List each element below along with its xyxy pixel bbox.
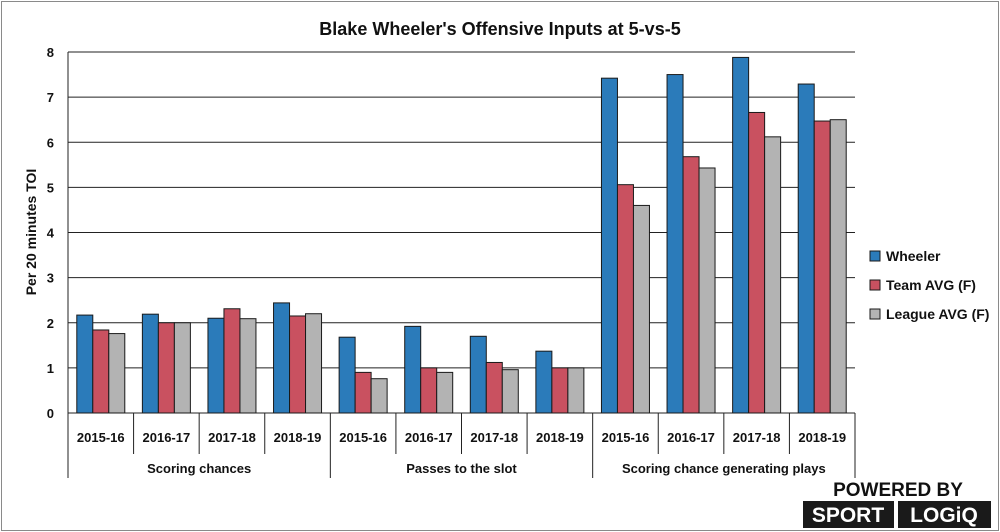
legend-swatch bbox=[869, 279, 881, 291]
x-tick-label: 2017-18 bbox=[733, 430, 781, 445]
bar bbox=[748, 111, 766, 414]
brand-right-text: LOGiQ bbox=[910, 504, 978, 527]
bar bbox=[305, 313, 323, 414]
bar bbox=[567, 367, 585, 414]
bar bbox=[370, 378, 388, 414]
brand-right-box bbox=[898, 501, 991, 528]
bar bbox=[829, 119, 847, 414]
legend-swatch bbox=[869, 308, 881, 320]
y-axis-label: Per 20 minutes TOI bbox=[23, 169, 39, 296]
y-tick-label: 7 bbox=[47, 90, 54, 105]
x-tick-label: 2016-17 bbox=[405, 430, 453, 445]
bar bbox=[551, 367, 569, 414]
bar bbox=[732, 56, 750, 414]
bar bbox=[173, 322, 191, 414]
bar bbox=[666, 74, 684, 414]
y-tick-label: 8 bbox=[47, 45, 54, 60]
x-tick-label: 2015-16 bbox=[77, 430, 125, 445]
bar bbox=[813, 120, 831, 414]
bar bbox=[108, 333, 126, 414]
legend-swatch bbox=[869, 250, 881, 262]
bar bbox=[338, 336, 356, 414]
bar bbox=[289, 315, 307, 414]
legend: Wheeler Team AVG (F) League AVG (F) bbox=[869, 248, 989, 322]
x-tick-label: 2017-18 bbox=[470, 430, 518, 445]
bar bbox=[76, 314, 94, 414]
bar bbox=[469, 335, 487, 414]
x-tick-label: 2017-18 bbox=[208, 430, 256, 445]
bar bbox=[616, 184, 634, 414]
bar bbox=[797, 83, 815, 414]
y-tick-label: 6 bbox=[47, 135, 54, 150]
x-tick-label: 2015-16 bbox=[602, 430, 650, 445]
brand-left-text: SPORT bbox=[812, 504, 885, 527]
bar bbox=[157, 322, 175, 414]
bar bbox=[436, 371, 454, 414]
bar bbox=[273, 302, 291, 414]
bar bbox=[698, 167, 716, 414]
bar bbox=[404, 325, 422, 414]
bar bbox=[239, 318, 257, 414]
bar bbox=[207, 317, 225, 414]
group-label: Scoring chances bbox=[147, 461, 251, 476]
y-tick-label: 0 bbox=[47, 406, 54, 421]
bar bbox=[141, 313, 159, 414]
powered-by-text: POWERED BY bbox=[833, 480, 963, 501]
legend-label: Team AVG (F) bbox=[886, 277, 976, 293]
bar bbox=[485, 361, 503, 414]
bar bbox=[764, 136, 782, 414]
group-label: Scoring chance generating plays bbox=[622, 461, 826, 476]
x-tick-label: 2018-19 bbox=[536, 430, 584, 445]
bar bbox=[354, 371, 372, 414]
y-tick-label: 3 bbox=[47, 271, 54, 286]
x-tick-label: 2018-19 bbox=[274, 430, 322, 445]
bar bbox=[632, 204, 650, 414]
bars bbox=[76, 56, 847, 414]
bar bbox=[420, 367, 438, 414]
x-tick-label: 2016-17 bbox=[143, 430, 191, 445]
legend-label: League AVG (F) bbox=[886, 306, 989, 322]
legend-label: Wheeler bbox=[886, 248, 941, 264]
x-tick-label: 2016-17 bbox=[667, 430, 715, 445]
x-tick-label: 2015-16 bbox=[339, 430, 387, 445]
bar bbox=[223, 308, 241, 414]
y-tick-label: 1 bbox=[47, 361, 54, 376]
bar bbox=[682, 156, 700, 414]
bar bbox=[501, 369, 519, 414]
chart-title: Blake Wheeler's Offensive Inputs at 5-vs… bbox=[319, 19, 680, 39]
group-label: Passes to the slot bbox=[406, 461, 517, 476]
branding: POWERED BY SPORT LOGiQ bbox=[803, 480, 991, 528]
axes: 0 1 2 3 4 5 6 7 8 2015-16 2016-17 2017-18 2018-19 Sco… bbox=[47, 45, 856, 478]
x-tick-label: 2018-19 bbox=[798, 430, 846, 445]
y-tick-label: 5 bbox=[47, 180, 54, 195]
bar bbox=[535, 350, 553, 414]
bar bbox=[92, 329, 110, 414]
y-tick-label: 2 bbox=[47, 316, 54, 331]
bar bbox=[600, 77, 618, 414]
y-tick-label: 4 bbox=[47, 226, 55, 241]
brand-left-box bbox=[803, 501, 894, 528]
